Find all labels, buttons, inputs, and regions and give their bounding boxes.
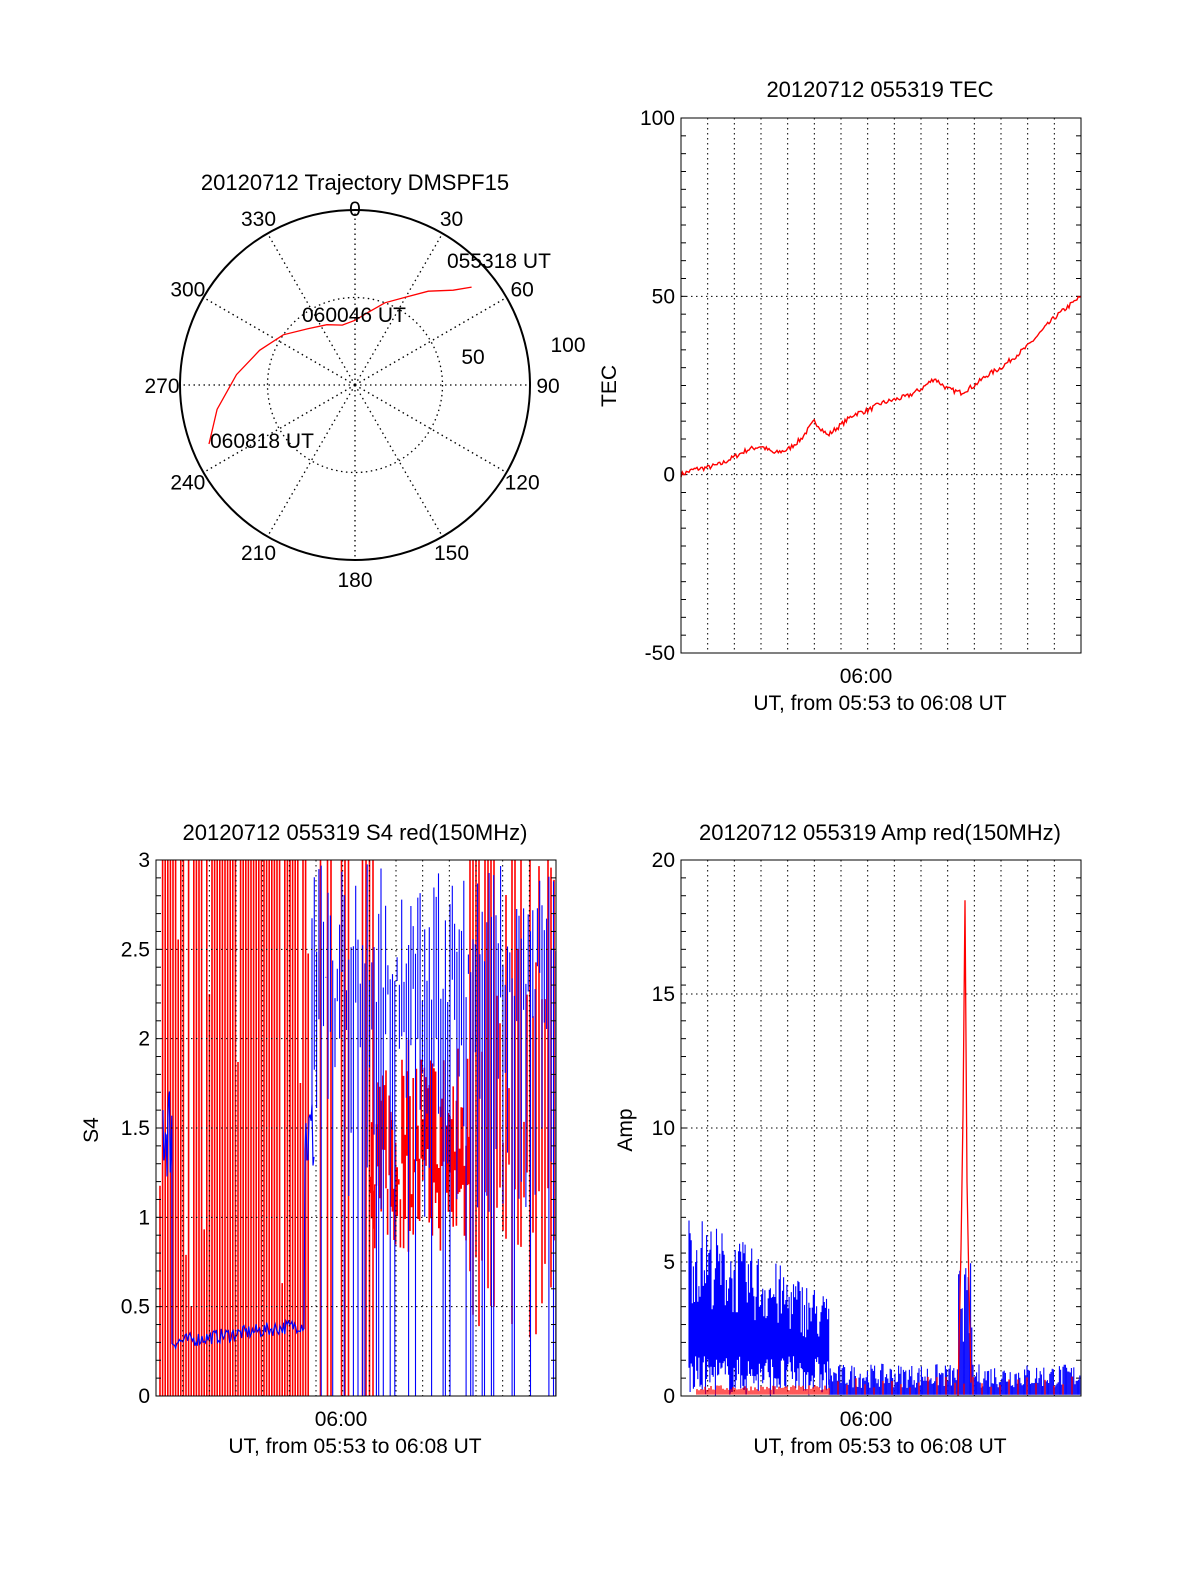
amp-ylabel: Amp (614, 1108, 637, 1151)
amp-ytick-label: 20 (652, 849, 675, 872)
tec-xtick-0600: 06:00 (840, 665, 893, 688)
tec-ytick-label: -50 (645, 642, 675, 665)
polar-spoke (354, 233, 444, 386)
polar-angle-label: 330 (241, 208, 276, 231)
radial-label-100: 100 (550, 334, 585, 357)
s4-xlabel: UT, from 05:53 to 06:08 UT (228, 1435, 481, 1458)
amp-series-red (696, 900, 1073, 1397)
s4-ytick-label: 0 (138, 1385, 150, 1408)
polar-angle-label: 210 (241, 542, 276, 565)
radial-label-50: 50 (461, 346, 484, 369)
polar-angle-label: 270 (144, 375, 179, 398)
s4-ylabel: S4 (80, 1117, 103, 1143)
s4-xtick-0600: 06:00 (315, 1408, 368, 1431)
amp-ytick-label: 15 (652, 983, 675, 1006)
amp-grid (681, 859, 1081, 1397)
trajectory-track (208, 286, 472, 445)
polar-ring-50 (266, 296, 444, 474)
amp-ytick-label: 0 (663, 1385, 675, 1408)
polar-spoke (203, 384, 356, 474)
polar-angle-label: 120 (505, 472, 540, 495)
amp-xlabel: UT, from 05:53 to 06:08 UT (753, 1435, 1006, 1458)
polar-angle-label: 60 (510, 279, 533, 302)
tec-ylabel: TEC (598, 365, 621, 407)
amp-plot: 20120712 055319 Amp red(150MHz) 20 15 10 5 0… (614, 820, 1082, 1458)
polar-angle-labels: 0 30 60 90 120 150 180 210 240 270 300 330 (144, 198, 559, 592)
tec-ytick-label: 0 (663, 464, 675, 487)
amp-title: 20120712 055319 Amp red(150MHz) (699, 820, 1061, 845)
annotation-end: 060818 UT (210, 430, 314, 453)
tec-ytick-label: 50 (652, 285, 675, 308)
amp-ytick-label: 10 (652, 1117, 675, 1140)
annotation-start: 055318 UT (447, 250, 551, 273)
polar-spoke (354, 384, 444, 537)
polar-angle-label: 150 (434, 542, 469, 565)
s4-grid (156, 859, 556, 1397)
polar-angle-label: 180 (337, 569, 372, 592)
s4-ytick-label: 2.5 (121, 938, 150, 961)
amp-xtick-0600: 06:00 (840, 1408, 893, 1431)
s4-ytick-label: 1 (138, 1206, 150, 1229)
polar-plot: 20120712 Trajectory DMSPF15 0 30 60 90 120 15… (144, 170, 585, 592)
s4-series-blue-spikes (311, 864, 557, 1396)
amp-series-blue (688, 1220, 1081, 1396)
polar-angle-label: 30 (440, 208, 463, 231)
s4-ytick-label: 0.5 (121, 1296, 150, 1319)
amp-ytick-label: 5 (663, 1251, 675, 1274)
polar-outer-circle (179, 209, 531, 561)
polar-spoke (266, 384, 356, 537)
tec-ytick-label: 100 (640, 107, 675, 130)
s4-title: 20120712 055319 S4 red(150MHz) (183, 820, 528, 845)
s4-ytick-label: 3 (138, 849, 150, 872)
polar-angle-label: 90 (536, 375, 559, 398)
s4-plot: 20120712 055319 S4 red(150MHz) 3 2.5 2 1.5 1… (80, 820, 557, 1458)
polar-angle-label: 0 (349, 198, 361, 221)
polar-spoke (266, 233, 356, 386)
tec-y-ticks: 100 50 0 -50 (640, 107, 675, 665)
polar-grid (180, 210, 530, 560)
polar-spoke (354, 384, 507, 474)
tec-frame (680, 117, 1082, 654)
s4-ytick-label: 1.5 (121, 1117, 150, 1140)
tec-grid (681, 117, 1081, 654)
polar-title: 20120712 Trajectory DMSPF15 (201, 170, 509, 195)
s4-frame (155, 859, 557, 1397)
tec-title: 20120712 055319 TEC (766, 77, 993, 102)
s4-ytick-label: 2 (138, 1028, 150, 1051)
polar-angle-label: 300 (170, 279, 205, 302)
polar-angle-label: 240 (170, 472, 205, 495)
tec-series-red (680, 295, 1082, 478)
polar-spoke (354, 296, 507, 386)
annotation-mid: 060046 UT (302, 304, 406, 327)
amp-data (688, 900, 1081, 1397)
s4-y-ticks: 3 2.5 2 1.5 1 0.5 0 (121, 849, 150, 1408)
tec-xlabel: UT, from 05:53 to 06:08 UT (753, 692, 1006, 715)
amp-frame (680, 859, 1082, 1397)
amp-y-ticks: 20 15 10 5 0 (652, 849, 675, 1408)
polar-spoke (203, 296, 356, 386)
